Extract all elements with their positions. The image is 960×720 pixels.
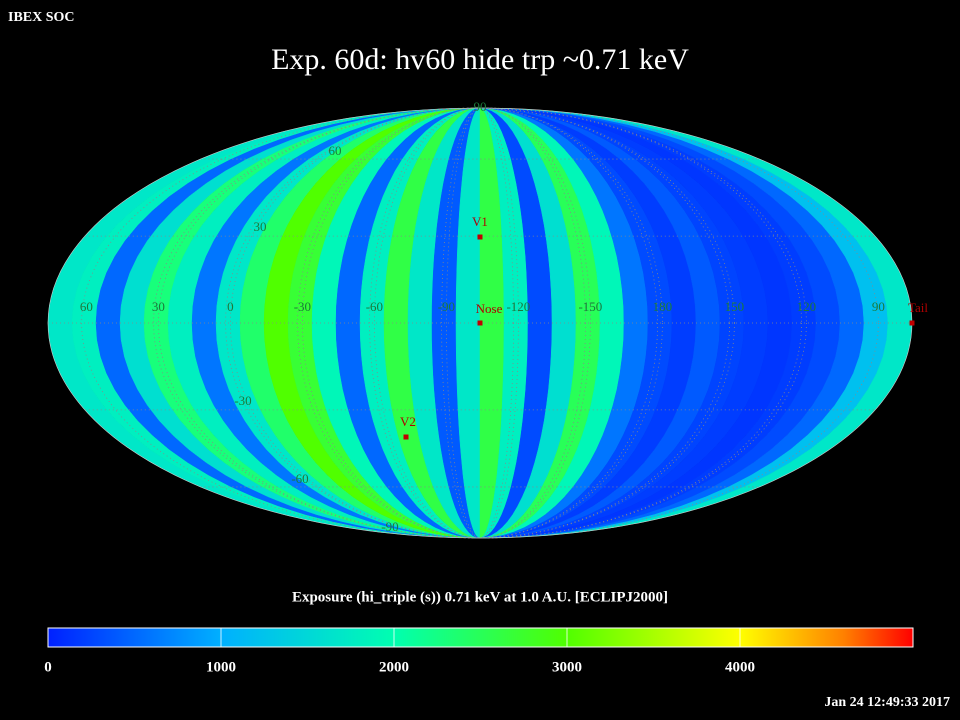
marker-dot [477,234,483,240]
longitude-label: -150 [578,299,602,314]
header: IBEX SOC [8,10,75,25]
meridian [369,107,591,539]
latitude-label: 60 [329,143,342,158]
colorbar-tick-label: 1000 [206,659,236,675]
longitude-label: -90 [438,299,455,314]
marker-label: Nose [476,301,503,316]
longitude-label: 60 [80,299,93,314]
latitude-label: 30 [254,219,267,234]
longitude-label: -120 [506,299,530,314]
marker-dot [909,320,915,326]
colorbar-tick-label: 3000 [552,659,582,675]
meridian [225,107,735,539]
meridian [445,107,514,539]
longitude-label: 30 [152,299,165,314]
marker-label: V2 [400,414,416,429]
meridian [441,107,519,539]
longitude-label: -60 [366,299,383,314]
latitude-label: -60 [291,471,308,486]
longitude-label: 0 [227,299,234,314]
colorbar-tick-label: 4000 [725,659,755,675]
longitude-label: 90 [872,299,885,314]
longitude-label: 120 [797,299,817,314]
sky-map: 60 30 0 -30 -60 -90 -120 -150 180 150 120 90 90 60 30 -… [47,99,928,539]
latitude-label: -30 [234,393,251,408]
marker-label: Tail [908,300,928,315]
latitude-label: 90 [474,99,487,114]
colorbar-tick-label: 0 [44,659,52,675]
marker-dot [403,434,409,440]
marker-label: V1 [472,214,488,229]
longitude-label: 180 [653,299,673,314]
timestamp: Jan 24 12:49:33 2017 [824,695,950,710]
marker-dot [477,320,483,326]
longitude-label: 150 [725,299,745,314]
colorbar [47,627,914,648]
meridian [373,107,586,539]
title: Exp. 60d: hv60 hide trp ~0.71 keV [271,43,689,76]
colorbar-tick-label: 2000 [379,659,409,675]
longitude-label: -30 [294,299,311,314]
latitude-label: -90 [381,519,398,534]
meridian [229,107,731,539]
colorbar-label: Exposure (hi_triple (s)) 0.71 keV at 1.0… [292,589,668,605]
